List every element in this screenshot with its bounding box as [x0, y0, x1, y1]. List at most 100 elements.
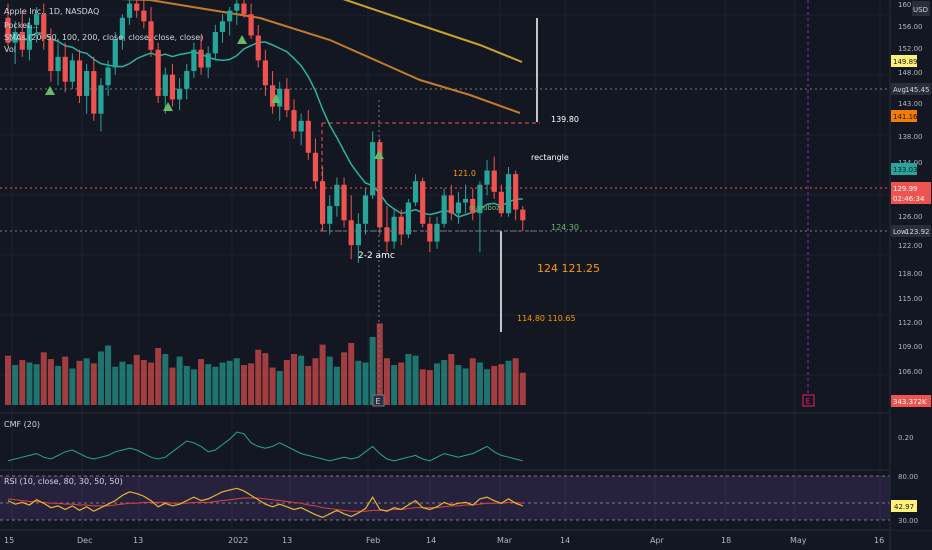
drawing-tools [0, 0, 890, 405]
volume-bar [26, 362, 33, 405]
candle-body [420, 181, 426, 224]
candle-body [41, 14, 47, 40]
candle-body [434, 223, 440, 242]
rsi-title: RSI (10, close, 80, 30, 50, 50) [4, 477, 123, 486]
candle-body [405, 202, 411, 235]
candle-body [520, 209, 526, 221]
price-badge-value: 133.03 [893, 166, 918, 174]
candle-body [491, 170, 497, 192]
signal-triangle-icon [374, 150, 384, 159]
volume-bar [269, 367, 276, 405]
price-badge [891, 225, 931, 237]
sma-50-line [119, 0, 521, 114]
price-badge-value: 129.99 [893, 185, 918, 193]
earnings-marker[interactable]: E [372, 394, 385, 407]
volume-bar [105, 345, 112, 405]
price-axis-tick: 152.00 [898, 45, 923, 53]
volume-bar [155, 348, 162, 405]
volume-bar [148, 362, 154, 405]
time-axis-tick: Mar [497, 536, 513, 545]
volume-bar [12, 365, 19, 405]
candle-body [34, 14, 40, 25]
candle-body [48, 39, 54, 72]
rsi-axis-tick-upper: 80.00 [898, 473, 918, 481]
volume-bar [484, 369, 491, 405]
price-axis-bg[interactable] [890, 0, 932, 530]
volume-bar [198, 359, 205, 405]
candle-body [191, 49, 197, 72]
price-axis-tick: 160.00 [898, 1, 923, 9]
price-axis-tick: 148.00 [898, 69, 923, 77]
price-badge-value: 123.92 [905, 228, 930, 236]
candle-body [55, 56, 61, 72]
volume-bar [283, 359, 290, 405]
volume-bar [176, 356, 183, 405]
time-axis-tick: 13 [282, 536, 292, 545]
candle-body [126, 3, 133, 18]
currency-badge[interactable] [912, 1, 930, 16]
candle-body [505, 174, 512, 214]
candle-body [398, 216, 404, 235]
volume-bar [183, 365, 190, 405]
price-badge-value: 343.372K [893, 398, 927, 406]
price-badge [891, 395, 931, 407]
volume-bar [133, 354, 140, 405]
volume-bar [262, 353, 269, 405]
volume-bar [90, 363, 97, 405]
indicator-header-smas: SMAs (20, 50, 100, 200, close, close, cl… [4, 33, 203, 42]
volume-bar [405, 354, 412, 405]
volume-bar [362, 362, 369, 405]
earnings-marker[interactable]: E [802, 394, 815, 407]
volume-bar [341, 352, 348, 405]
volume-bar [276, 371, 283, 405]
volume-bar [462, 368, 469, 405]
candle-body [227, 10, 233, 22]
volume-bar [398, 362, 405, 405]
candle-body [177, 88, 183, 100]
candle-body [148, 21, 154, 50]
candle-body [105, 67, 111, 86]
candle-body [455, 202, 462, 214]
volume-bar [469, 358, 476, 405]
volume-bar [248, 363, 255, 405]
volume-bar [97, 351, 104, 405]
candle-body [298, 120, 304, 132]
candle-body [362, 195, 369, 224]
candle-body [69, 60, 75, 82]
price-axis[interactable]: 160.00156.00152.00148.00143.00138.00134.… [891, 1, 931, 407]
volume-bar [305, 365, 312, 405]
candle-body [141, 10, 147, 22]
price-axis-tick: 109.00 [898, 343, 923, 351]
volume-bar [76, 360, 83, 405]
volume-bar [255, 349, 262, 405]
candle-body [134, 3, 140, 11]
target-low-label: 114.80 110.65 [517, 314, 576, 323]
volume-bar [319, 344, 326, 405]
volume-bar [333, 366, 340, 405]
volume-bar [190, 369, 197, 405]
price-badge [891, 55, 917, 67]
candle-body [248, 14, 254, 36]
volume-bar [212, 366, 219, 405]
time-axis[interactable]: 15 Dec 13 2022 13 Feb 14 Mar 14 Apr 18 May 16 [4, 536, 884, 545]
cmf-line [7, 431, 523, 462]
price-axis-tick: 143.00 [898, 100, 923, 108]
volume-bar [426, 370, 433, 405]
price-axis-tick: 138.00 [898, 133, 923, 141]
price-badge-label: Avg [893, 86, 906, 94]
candle-body [184, 71, 190, 89]
candle-body [412, 181, 419, 203]
price-axis-tick: 106.00 [898, 368, 923, 376]
candle-body [448, 195, 454, 214]
candle-body [255, 35, 261, 61]
volume-bar [19, 359, 26, 405]
time-axis-tick: 18 [721, 536, 731, 545]
candle-body [370, 142, 376, 196]
volume-bar [448, 354, 455, 405]
candle-body [391, 216, 397, 242]
volume-bar [83, 358, 90, 405]
price-axis-tick: 122.00 [898, 242, 923, 250]
volume-bar [162, 354, 169, 405]
volume-bar [291, 354, 297, 405]
